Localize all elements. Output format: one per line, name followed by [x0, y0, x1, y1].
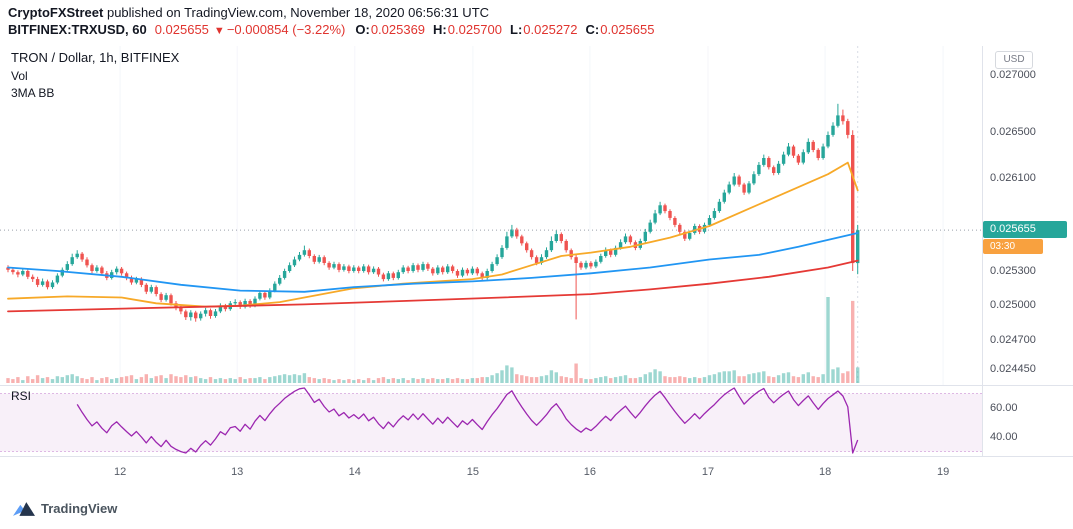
tradingview-watermark[interactable]: TradingView: [13, 501, 117, 516]
rsi-tick-label: 40.00: [990, 430, 1018, 443]
time-tick-label: 15: [466, 466, 480, 478]
rsi-tick-label: 60.00: [990, 401, 1018, 414]
price-tick-label: 0.026100: [990, 172, 1036, 185]
price-chart[interactable]: [0, 46, 982, 385]
price-tick-label: 0.026500: [990, 126, 1036, 139]
tradingview-logo-text[interactable]: TradingView: [41, 501, 118, 516]
symbol-info-bar: BITFINEX:TRXUSD, 60 0.025655 ▼ −0.000854 (−…: [8, 22, 662, 37]
time-tick-label: 16: [583, 466, 597, 478]
low-label: L:: [510, 22, 523, 37]
attribution-author: CryptoFXStreet: [8, 5, 104, 20]
pane-separator: [0, 385, 1073, 386]
attribution-line: CryptoFXStreet published on TradingView.…: [8, 5, 489, 20]
ma-indicator-label[interactable]: 3MA BB: [11, 86, 55, 100]
last-price: 0.025655: [154, 22, 209, 37]
price-tick-label: 0.025300: [990, 264, 1036, 277]
attribution-text: published on TradingView.com, November 1…: [103, 5, 490, 20]
close-label: C:: [585, 22, 600, 37]
open-value: 0.025369: [370, 22, 426, 37]
high-value: 0.025700: [447, 22, 502, 37]
price-axis-border: [982, 46, 983, 493]
change-arrow-icon: ▼: [213, 25, 225, 37]
rsi-chart[interactable]: [0, 385, 982, 456]
high-label: H:: [433, 22, 447, 37]
price-change: −0.000854 (−3.22%): [226, 22, 346, 37]
price-tick-label: 0.024450: [990, 362, 1036, 375]
time-tick-label: 14: [348, 466, 361, 478]
time-tick-label: 17: [701, 466, 715, 478]
price-tick-label: 0.027000: [990, 68, 1036, 81]
ohlc-high: H:0.025700: [433, 22, 502, 37]
rsi-indicator-label[interactable]: RSI: [11, 389, 32, 403]
time-tick-label: 19: [936, 466, 950, 478]
last-price-badge: 0.025655: [983, 221, 1067, 238]
ohlc-low: L:0.025272: [510, 22, 578, 37]
time-tick-label: 13: [231, 466, 244, 478]
tradingview-logo-icon: [13, 502, 35, 516]
time-axis[interactable]: 12 13 14 15 16 17 18 19: [0, 456, 1073, 494]
close-value: 0.025655: [600, 22, 655, 37]
symbol-name: BITFINEX:TRXUSD, 60: [8, 22, 147, 37]
chart-legend-title[interactable]: TRON / Dollar, 1h, BITFINEX: [11, 50, 180, 65]
price-tick-label: 0.024700: [990, 333, 1036, 346]
price-axis[interactable]: 0.027000 0.026500 0.026100 0.025300 0.025000…: [982, 46, 1073, 493]
bar-countdown-badge: 03:30: [983, 239, 1043, 254]
ohlc-close: C:0.025655: [586, 22, 655, 37]
ohlc-open: O:0.025369: [355, 22, 425, 37]
currency-button[interactable]: USD: [995, 51, 1033, 69]
low-value: 0.025272: [523, 22, 578, 37]
price-tick-label: 0.025000: [990, 299, 1036, 312]
open-label: O:: [355, 22, 370, 37]
time-tick-label: 12: [113, 466, 127, 478]
time-tick-label: 18: [818, 466, 832, 478]
volume-indicator-label[interactable]: Vol: [11, 69, 28, 83]
